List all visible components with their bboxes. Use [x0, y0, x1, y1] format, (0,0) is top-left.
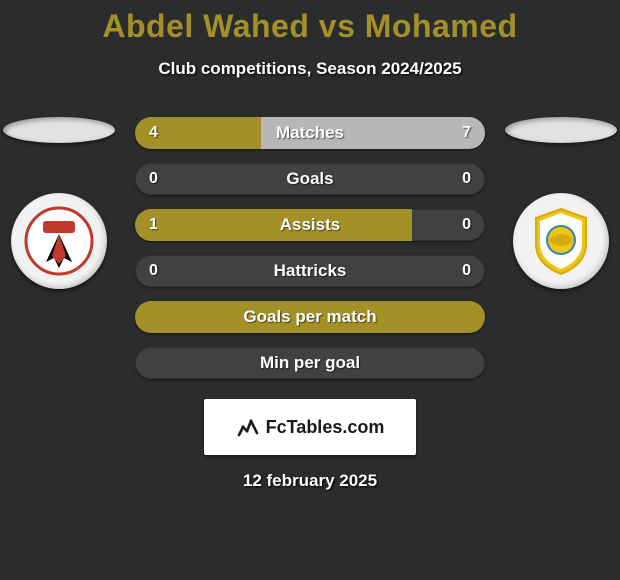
- stat-bar-fill-left: [135, 209, 412, 241]
- stat-bar: Min per goal: [135, 347, 485, 379]
- stat-bar-fill-left: [135, 301, 485, 333]
- left-player-column: [0, 117, 124, 289]
- stat-value-right: 0: [462, 209, 471, 241]
- comparison-panel: 47Matches00Goals10Assists00HattricksGoal…: [0, 117, 620, 379]
- al-ahly-crest-icon: [24, 206, 94, 276]
- right-player-column: [496, 117, 620, 289]
- brand-logo-icon: [236, 415, 260, 439]
- stat-bar-fill-left: [135, 117, 261, 149]
- stat-value-right: 0: [462, 255, 471, 287]
- subtitle: Club competitions, Season 2024/2025: [0, 59, 620, 79]
- stat-label: Goals: [135, 163, 485, 195]
- brand-box: FcTables.com: [204, 399, 416, 455]
- date-text: 12 february 2025: [0, 471, 620, 491]
- brand-text: FcTables.com: [266, 417, 385, 438]
- left-club-badge: [11, 193, 107, 289]
- stat-bar: 47Matches: [135, 117, 485, 149]
- stat-bar: 0 0Hattricks: [135, 255, 485, 287]
- stat-bar: Goals per match: [135, 301, 485, 333]
- stat-label: Hattricks: [135, 255, 485, 287]
- left-player-disc: [3, 117, 115, 143]
- stat-bar: 10Assists: [135, 209, 485, 241]
- page-title: Abdel Wahed vs Mohamed: [0, 0, 620, 45]
- stat-bars: 47Matches00Goals10Assists00HattricksGoal…: [135, 117, 485, 379]
- stat-bar: 0 0Goals: [135, 163, 485, 195]
- stat-value-right: 0: [462, 163, 471, 195]
- right-player-disc: [505, 117, 617, 143]
- stat-value-left: 0: [149, 163, 158, 195]
- stat-label: Min per goal: [135, 347, 485, 379]
- stat-value-left: 0: [149, 255, 158, 287]
- right-club-badge: [513, 193, 609, 289]
- ismaily-crest-icon: [524, 204, 598, 278]
- stat-bar-fill-right: [261, 117, 485, 149]
